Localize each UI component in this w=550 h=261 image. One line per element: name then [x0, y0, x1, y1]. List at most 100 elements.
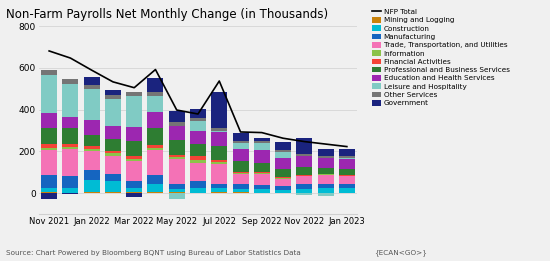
Bar — [169, 155, 185, 157]
Bar — [169, 159, 185, 184]
Bar — [105, 156, 121, 174]
Bar — [296, 189, 312, 193]
Bar — [254, 138, 270, 141]
Bar — [317, 168, 333, 174]
Bar — [296, 184, 312, 189]
Bar — [169, 140, 185, 155]
Bar — [147, 150, 163, 175]
Bar — [63, 176, 78, 188]
Bar — [339, 176, 355, 184]
Bar — [211, 192, 227, 193]
Bar — [211, 146, 227, 160]
Bar — [63, 147, 78, 149]
Bar — [296, 154, 312, 156]
Bar — [190, 181, 206, 188]
Bar — [41, 69, 57, 75]
Bar — [147, 92, 163, 96]
Bar — [147, 128, 163, 145]
Bar — [190, 156, 206, 160]
Bar — [339, 158, 355, 159]
Bar — [233, 173, 249, 174]
Bar — [169, 111, 185, 122]
Bar — [169, 189, 185, 192]
Bar — [147, 112, 163, 128]
Bar — [339, 184, 355, 188]
Bar — [233, 192, 249, 193]
Bar — [254, 174, 270, 185]
Bar — [84, 151, 100, 170]
Bar — [105, 174, 121, 181]
Bar — [84, 135, 100, 146]
Bar — [275, 179, 291, 186]
Bar — [254, 185, 270, 189]
Bar — [84, 170, 100, 180]
Bar — [317, 174, 333, 175]
Bar — [190, 121, 206, 130]
Bar — [233, 183, 249, 189]
Bar — [296, 175, 312, 176]
Bar — [275, 152, 291, 158]
Bar — [254, 189, 270, 193]
Bar — [275, 186, 291, 191]
Bar — [275, 191, 291, 193]
Bar — [190, 109, 206, 118]
Bar — [296, 156, 312, 168]
Bar — [84, 89, 100, 121]
Bar — [296, 138, 312, 154]
Bar — [254, 150, 270, 163]
Bar — [275, 143, 291, 150]
Bar — [275, 169, 291, 177]
Bar — [317, 188, 333, 193]
Bar — [84, 180, 100, 192]
Text: Source: Chart Powered by Bloomberg BQNT using Bureau of Labor Statistics Data: Source: Chart Powered by Bloomberg BQNT … — [6, 250, 300, 256]
Bar — [317, 156, 333, 158]
Bar — [190, 163, 206, 181]
Bar — [339, 159, 355, 169]
Bar — [84, 146, 100, 149]
Bar — [233, 144, 249, 149]
Bar — [147, 184, 163, 192]
Bar — [211, 164, 227, 183]
Bar — [41, 128, 57, 144]
Bar — [317, 158, 333, 168]
Bar — [169, 184, 185, 189]
Bar — [190, 145, 206, 156]
Bar — [105, 96, 121, 99]
Bar — [169, 192, 185, 193]
Bar — [275, 150, 291, 152]
Bar — [339, 156, 355, 158]
Bar — [190, 130, 206, 145]
Bar — [63, 193, 78, 194]
Bar — [63, 79, 78, 84]
Bar — [41, 188, 57, 192]
Bar — [84, 85, 100, 89]
Bar — [211, 128, 227, 131]
Bar — [275, 177, 291, 178]
Bar — [169, 122, 185, 126]
Bar — [233, 172, 249, 173]
Bar — [296, 176, 312, 184]
Bar — [41, 175, 57, 188]
Bar — [147, 96, 163, 112]
Bar — [296, 193, 312, 195]
Bar — [105, 181, 121, 192]
Bar — [169, 193, 185, 199]
Bar — [126, 159, 142, 161]
Bar — [126, 156, 142, 159]
Bar — [63, 84, 78, 117]
Bar — [147, 148, 163, 150]
Bar — [63, 144, 78, 147]
Bar — [254, 173, 270, 174]
Bar — [126, 97, 142, 127]
Bar — [41, 192, 57, 193]
Bar — [105, 90, 121, 96]
Bar — [147, 175, 163, 184]
Legend: NFP Total, Mining and Logging, Construction, Manufacturing, Trade, Transportatio: NFP Total, Mining and Logging, Construct… — [372, 9, 510, 106]
Bar — [233, 174, 249, 183]
Bar — [254, 141, 270, 144]
Bar — [41, 75, 57, 113]
Text: {ECAN<GO>}: {ECAN<GO>} — [374, 249, 427, 256]
Bar — [339, 188, 355, 193]
Bar — [211, 188, 227, 192]
Bar — [41, 193, 57, 199]
